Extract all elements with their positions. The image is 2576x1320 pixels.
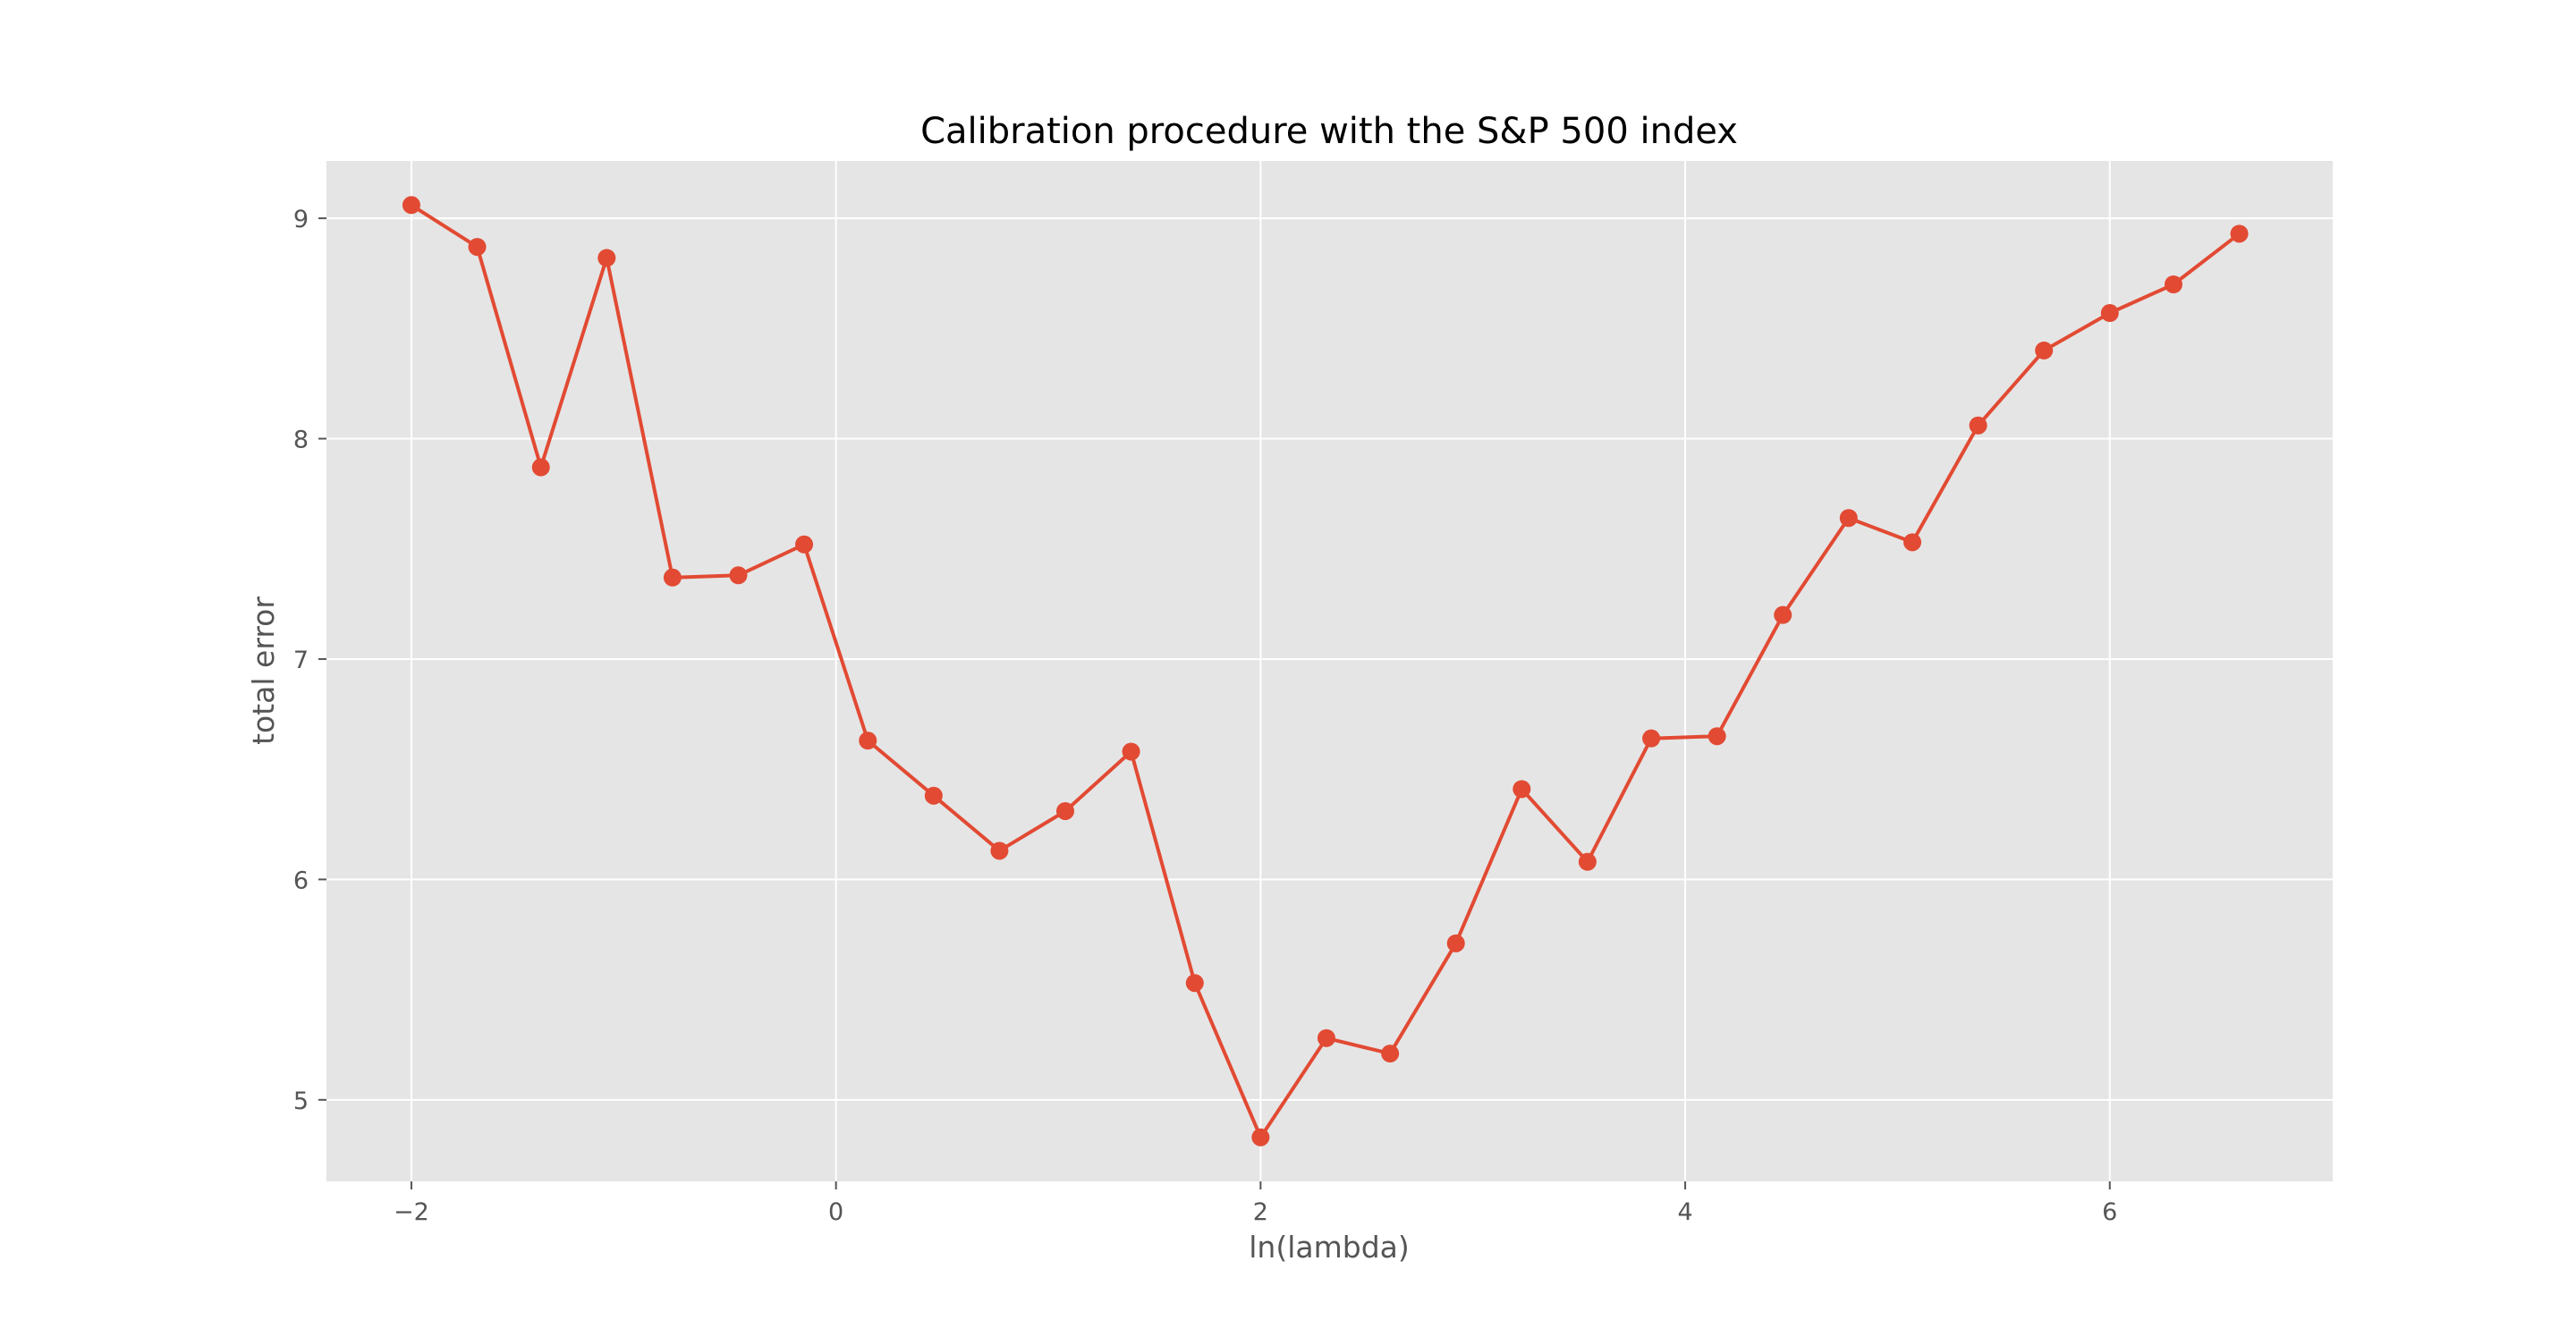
y-tick-label: 6 [293, 867, 309, 894]
data-point [1381, 1045, 1400, 1063]
y-tick-label: 7 [293, 647, 309, 674]
data-point [1185, 974, 1204, 993]
data-point [2035, 341, 2054, 360]
y-tick-label: 5 [293, 1087, 309, 1115]
y-tick-label: 8 [293, 427, 309, 454]
y-axis-label: total error [246, 597, 281, 745]
y-tick-label: 9 [293, 206, 309, 233]
data-point [1251, 1128, 1270, 1147]
data-point [468, 238, 487, 257]
data-point [1122, 742, 1140, 761]
data-point [597, 249, 616, 267]
x-axis-label: ln(lambda) [1249, 1230, 1410, 1265]
x-tick-label: −2 [394, 1198, 429, 1226]
data-point [1903, 533, 1922, 552]
x-tick-label: 6 [2102, 1198, 2117, 1226]
chart-title: Calibration procedure with the S&P 500 i… [920, 111, 1738, 152]
data-point [531, 458, 550, 477]
data-point [1578, 852, 1597, 871]
data-point [1707, 727, 1726, 746]
data-point [1055, 801, 1074, 820]
grid-lines [326, 161, 2333, 1181]
data-point [924, 786, 943, 805]
data-point [1446, 934, 1465, 952]
data-point [729, 566, 748, 585]
series-layer [402, 196, 2249, 1147]
data-point [1969, 416, 1987, 435]
data-point [990, 842, 1009, 860]
plot-area [326, 161, 2333, 1181]
data-point [795, 535, 814, 554]
x-tick-label: 0 [828, 1198, 843, 1226]
x-tick-label: 2 [1253, 1198, 1268, 1226]
data-point [402, 196, 420, 215]
axis-ticks: −2 0 2 4 6 5 6 7 8 9 [293, 206, 2118, 1226]
data-point [859, 732, 877, 750]
data-point [2100, 304, 2119, 323]
data-point [663, 568, 682, 587]
x-tick-label: 4 [1677, 1198, 1692, 1226]
data-point [2164, 275, 2182, 294]
data-point [1774, 605, 1792, 624]
data-point [1513, 780, 1531, 799]
data-point [1839, 509, 1858, 528]
data-point [1642, 729, 1661, 748]
data-point [2230, 224, 2249, 243]
data-point [1317, 1028, 1335, 1047]
